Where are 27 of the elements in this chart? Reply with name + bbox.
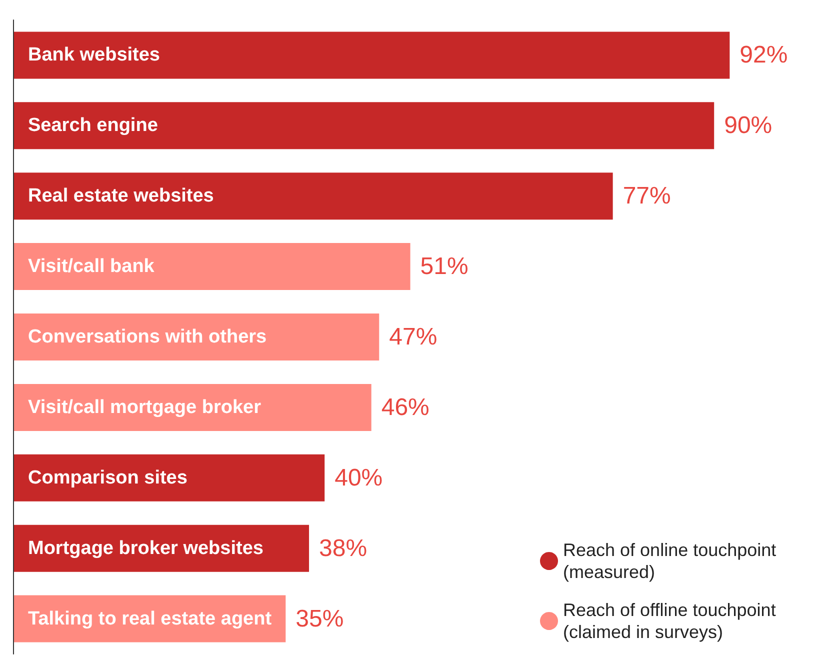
y-tick-label: Visit/call bank: [28, 256, 155, 278]
legend-label: Reach of offline touchpoint (claimed in surveys): [563, 600, 781, 642]
bar: [13, 314, 380, 360]
y-tick-label: Comparison sites: [28, 467, 188, 488]
legend-label: Reach of online touchpoint (measured): [563, 540, 782, 582]
y-tick-label: Talking to real estate agent: [28, 608, 272, 630]
bar: [13, 243, 410, 290]
y-tick-label: Bank websites: [28, 44, 160, 66]
bar: [13, 384, 372, 431]
data-label: 92%: [740, 42, 788, 69]
bar: [13, 32, 730, 79]
data-label: 46%: [381, 394, 430, 421]
y-tick-label: Real estate websites: [28, 186, 214, 207]
data-label: 47%: [389, 324, 438, 350]
y-tick-label: Search engine: [28, 115, 158, 136]
data-label: 51%: [420, 253, 468, 280]
data-label: 38%: [319, 534, 368, 562]
data-label: 35%: [296, 605, 344, 632]
data-label: 90%: [724, 112, 772, 140]
y-tick-label: Visit/call mortgage broker: [28, 396, 262, 418]
data-label: 40%: [334, 464, 383, 492]
bar: [13, 172, 613, 220]
y-tick-label: Mortgage broker websites: [28, 538, 264, 559]
y-tick-label: Conversations with others: [28, 326, 267, 348]
bar: [13, 454, 325, 502]
bar: [13, 102, 714, 150]
data-label: 77%: [622, 182, 671, 210]
